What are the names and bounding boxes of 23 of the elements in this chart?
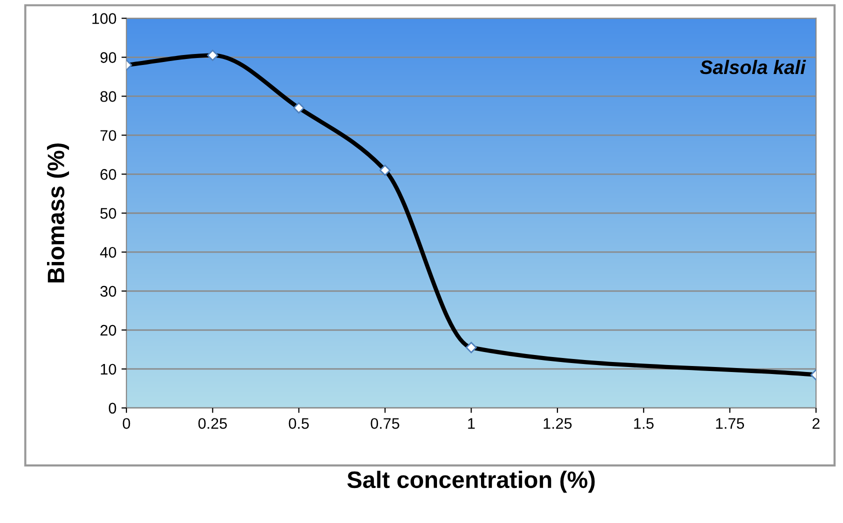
y-tick-label: 70 [100, 130, 116, 141]
y-axis-title: Biomass (%) [47, 143, 70, 282]
x-tick-label: 1.25 [544, 418, 572, 429]
x-tick-label: 0 [122, 418, 130, 429]
y-tick-label: 80 [100, 91, 116, 102]
y-tick-label: 10 [100, 364, 116, 375]
y-tick-label: 100 [92, 13, 116, 24]
x-tick-label: 1.5 [634, 418, 654, 429]
x-tick-label: 0.5 [288, 418, 309, 429]
x-axis-title: Salt concentration (%) [347, 470, 595, 493]
y-tick-label: 0 [108, 402, 116, 414]
y-tick-label: 50 [100, 208, 116, 219]
x-tick-label: 1.75 [716, 418, 744, 429]
x-tick-label: 0.75 [370, 418, 400, 429]
y-tick-label: 30 [100, 286, 116, 297]
y-tick-label: 20 [100, 324, 116, 336]
annotation: Salsola kali [700, 60, 806, 74]
x-tick-label: 1 [468, 418, 475, 429]
y-tick-label: 40 [100, 246, 116, 258]
x-tick-label: 0.25 [198, 418, 227, 429]
y-tick-label: 90 [100, 52, 116, 63]
x-tick-label: 2 [812, 418, 820, 429]
y-tick-label: 60 [100, 169, 116, 180]
